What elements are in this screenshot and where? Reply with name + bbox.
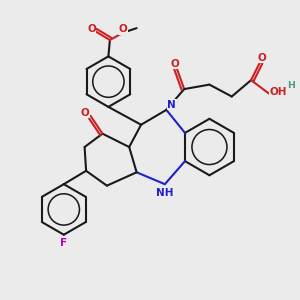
- Text: O: O: [171, 59, 180, 69]
- Text: O: O: [87, 24, 96, 34]
- Text: OH: OH: [270, 87, 287, 97]
- Text: H: H: [287, 81, 295, 90]
- Text: F: F: [60, 238, 68, 248]
- Text: O: O: [118, 24, 127, 34]
- Text: O: O: [257, 53, 266, 63]
- Text: N: N: [167, 100, 176, 110]
- Text: NH: NH: [155, 188, 173, 197]
- Text: O: O: [81, 108, 90, 118]
